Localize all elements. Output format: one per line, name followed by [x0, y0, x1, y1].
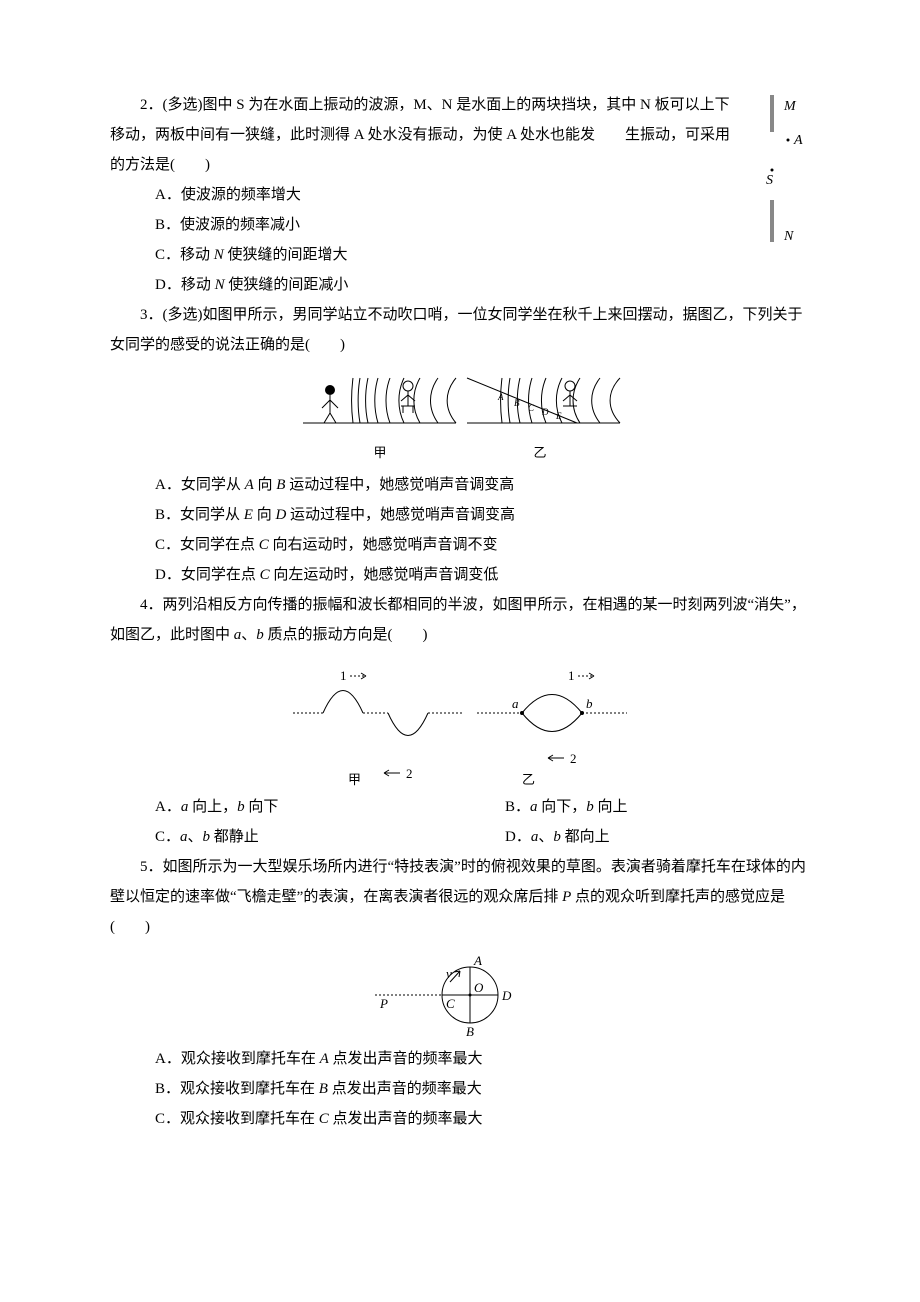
svg-text:D: D	[541, 407, 549, 417]
svg-text:P: P	[379, 996, 388, 1011]
svg-text:b: b	[586, 696, 593, 711]
svg-text:B: B	[514, 398, 520, 408]
question-3: 3．(多选)如图甲所示，男同学站立不动吹口哨，一位女同学坐在秋千上来回摆动，据图…	[110, 300, 810, 590]
q3-stem: 3．(多选)如图甲所示，男同学站立不动吹口哨，一位女同学坐在秋千上来回摆动，据图…	[110, 300, 810, 360]
q3-captions: 甲乙	[110, 440, 810, 466]
q2-option-B: B．使波源的频率减小	[110, 210, 810, 240]
svg-text:1: 1	[568, 668, 575, 683]
q3-option-B: B．女同学从 E 向 D 运动过程中，她感觉哨声音调变高	[110, 500, 810, 530]
label-A: A	[793, 133, 803, 148]
svg-text:A: A	[473, 953, 482, 968]
q5-option-C: C．观众接收到摩托车在 C 点发出声音的频率最大	[110, 1104, 810, 1134]
q3-fig-jia	[298, 368, 458, 438]
q2-stem: 2．(多选)图中 S 为在水面上振动的波源，M、N 是水面上的两块挡块，其中 N…	[110, 90, 810, 180]
svg-text:A: A	[497, 392, 504, 402]
q4-option-D: D．a、b 都向上	[460, 822, 810, 852]
q4-fig-jia: 1 2 甲	[288, 658, 468, 788]
q4-option-C: C．a、b 都静止	[110, 822, 460, 852]
question-4: 4．两列沿相反方向传播的振幅和波长都相同的半波，如图甲所示，在相遇的某一时刻两列…	[110, 590, 810, 852]
q2-option-C: C．移动 N 使狭缝的间距增大	[110, 240, 810, 270]
q3-option-D: D．女同学在点 C 向左运动时，她感觉哨声音调变低	[110, 560, 810, 590]
q4-option-A: A．a 向上，b 向下	[110, 792, 460, 822]
q4-fig-yi: a b 1 2 乙	[472, 658, 632, 788]
q3-option-A: A．女同学从 A 向 B 运动过程中，她感觉哨声音调变高	[110, 470, 810, 500]
q4-options-row1: A．a 向上，b 向下 B．a 向下，b 向上	[110, 792, 810, 822]
label-S: S	[766, 173, 773, 188]
q5-option-A: A．观众接收到摩托车在 A 点发出声音的频率最大	[110, 1044, 810, 1074]
q4-cap1: 甲	[348, 772, 361, 787]
q4-stem: 4．两列沿相反方向传播的振幅和波长都相同的半波，如图甲所示，在相遇的某一时刻两列…	[110, 590, 810, 650]
label-N: N	[783, 229, 794, 244]
q3-option-C: C．女同学在点 C 向右运动时，她感觉哨声音调不变	[110, 530, 810, 560]
q3-figure: A B C D E 甲乙	[110, 368, 810, 466]
q5-option-B: B．观众接收到摩托车在 B 点发出声音的频率最大	[110, 1074, 810, 1104]
q5-stem: 5．如图所示为一大型娱乐场所内进行“特技表演”时的俯视效果的草图。表演者骑着摩托…	[110, 852, 810, 942]
q2-option-A: A．使波源的频率增大	[110, 180, 810, 210]
svg-text:a: a	[512, 696, 519, 711]
svg-text:B: B	[466, 1024, 474, 1039]
svg-text:C: C	[446, 996, 455, 1011]
q5-figure: P A B C D O v	[110, 950, 810, 1040]
question-5: 5．如图所示为一大型娱乐场所内进行“特技表演”时的俯视效果的草图。表演者骑着摩托…	[110, 852, 810, 1134]
svg-text:2: 2	[570, 751, 577, 766]
svg-text:1: 1	[340, 668, 347, 683]
svg-text:2: 2	[406, 766, 413, 781]
svg-text:D: D	[501, 988, 512, 1003]
q2-figure: M A S N	[750, 90, 810, 250]
q4-option-B: B．a 向下，b 向上	[460, 792, 810, 822]
q3-fig-yi: A B C D E	[462, 368, 622, 438]
svg-text:O: O	[474, 980, 484, 995]
svg-text:E: E	[555, 411, 562, 421]
q4-figure: 1 2 甲 a b 1 2 乙	[110, 658, 810, 788]
q4-options-row2: C．a、b 都静止 D．a、b 都向上	[110, 822, 810, 852]
q2-option-D: D．移动 N 使狭缝的间距减小	[110, 270, 810, 300]
svg-text:v: v	[446, 966, 452, 981]
q4-cap2: 乙	[522, 772, 535, 787]
label-M: M	[783, 99, 797, 114]
question-2: M A S N 2．(多选)图中 S 为在水面上振动的波源，M、N 是水面上的两…	[110, 90, 810, 300]
svg-text:C: C	[528, 403, 535, 413]
